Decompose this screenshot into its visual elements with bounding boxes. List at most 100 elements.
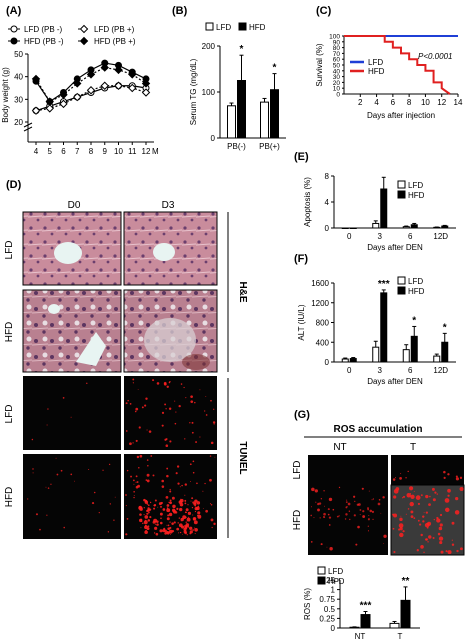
signal-dot bbox=[422, 520, 425, 523]
signal-dot bbox=[346, 505, 348, 507]
signal-dot bbox=[317, 502, 320, 506]
signal-dot bbox=[455, 475, 458, 478]
signal-dot bbox=[146, 508, 150, 512]
chart-a-point-3-6 bbox=[114, 65, 123, 75]
chart-a-series-line-2 bbox=[35, 85, 147, 112]
signal-dot bbox=[371, 499, 373, 501]
signal-dot bbox=[167, 524, 170, 527]
signal-dot bbox=[171, 496, 175, 500]
chart-c-ytick-label-4: 40 bbox=[333, 68, 341, 75]
signal-dot bbox=[416, 549, 419, 552]
signal-dot bbox=[193, 502, 197, 506]
signal-dot bbox=[181, 484, 183, 487]
signal-dot bbox=[32, 468, 34, 470]
signal-dot bbox=[326, 546, 328, 548]
signal-dot bbox=[126, 518, 129, 520]
signal-dot bbox=[192, 471, 195, 474]
signal-dot bbox=[143, 498, 146, 502]
signal-dot bbox=[138, 426, 141, 429]
chart-f-ytick-label-4: 1600 bbox=[311, 279, 329, 288]
signal-dot bbox=[160, 517, 162, 520]
signal-dot bbox=[107, 531, 110, 533]
signal-dot bbox=[143, 520, 148, 525]
signal-dot bbox=[210, 518, 214, 522]
signal-dot bbox=[320, 498, 323, 500]
signal-dot bbox=[146, 512, 149, 515]
signal-dot bbox=[359, 509, 362, 511]
signal-dot bbox=[189, 422, 191, 424]
signal-dot bbox=[210, 441, 214, 445]
chart-c-xtick-label-5: 12 bbox=[437, 98, 446, 107]
signal-dot bbox=[169, 488, 171, 491]
signal-dot bbox=[210, 503, 213, 506]
signal-dot bbox=[152, 379, 155, 382]
signal-dot bbox=[423, 551, 425, 554]
signal-dot bbox=[166, 508, 171, 513]
signal-dot bbox=[214, 456, 216, 458]
signal-dot bbox=[130, 475, 132, 478]
chart-b-legend-swatch-hfd bbox=[238, 22, 247, 31]
chart-a-legend-marker-2 bbox=[79, 24, 89, 34]
chart-a-x-axis-label: M bbox=[152, 147, 159, 156]
d-row-label-lfd-tunel: LFD bbox=[4, 405, 15, 424]
chart-g-significance-1: ** bbox=[402, 576, 410, 587]
chart-e-x-axis-label: Days after DEN bbox=[367, 243, 423, 252]
chart-a-point-2-7 bbox=[128, 83, 137, 93]
signal-dot bbox=[56, 473, 59, 476]
signal-dot bbox=[345, 506, 348, 509]
signal-dot bbox=[192, 514, 194, 516]
signal-dot bbox=[393, 550, 396, 554]
signal-dot bbox=[191, 506, 194, 509]
signal-dot bbox=[147, 519, 151, 522]
signal-dot bbox=[323, 490, 325, 492]
signal-dot bbox=[447, 488, 451, 493]
signal-dot bbox=[439, 513, 443, 517]
signal-dot bbox=[407, 470, 409, 473]
chart-a-point-2-6 bbox=[114, 81, 123, 90]
chart-a-xtick-label-1: 5 bbox=[48, 147, 53, 156]
he-hfd-d3-lesion bbox=[144, 318, 196, 362]
signal-dot bbox=[319, 517, 321, 519]
signal-dot bbox=[146, 479, 150, 483]
chart-a-y-axis-label: Body weight (g) bbox=[1, 67, 10, 123]
signal-dot bbox=[184, 502, 187, 505]
signal-dot bbox=[168, 529, 173, 534]
signal-dot bbox=[170, 534, 171, 536]
signal-dot bbox=[125, 430, 128, 432]
chart-g-significance-0: *** bbox=[360, 600, 372, 611]
signal-dot bbox=[354, 500, 356, 503]
signal-dot bbox=[165, 495, 169, 499]
chart-a-legend-label-1: HFD (PB -) bbox=[24, 37, 64, 46]
signal-dot bbox=[199, 389, 201, 391]
signal-dot bbox=[345, 501, 348, 503]
signal-dot bbox=[132, 382, 134, 384]
signal-dot bbox=[153, 504, 155, 506]
signal-dot bbox=[153, 532, 156, 534]
signal-dot bbox=[405, 513, 407, 515]
signal-dot bbox=[399, 517, 403, 522]
signal-dot bbox=[174, 422, 177, 425]
signal-dot bbox=[192, 460, 195, 463]
signal-dot bbox=[132, 479, 135, 482]
chart-c-x-axis-label: Days after injection bbox=[367, 111, 435, 120]
ros-signal-dots bbox=[310, 470, 464, 555]
chart-b-y-axis-label: Serum TG (mg/dL) bbox=[189, 58, 198, 125]
signal-dot bbox=[169, 521, 171, 523]
signal-dot bbox=[177, 482, 180, 485]
signal-dot bbox=[186, 517, 191, 522]
signal-dot bbox=[205, 396, 207, 397]
signal-dot bbox=[166, 517, 170, 521]
chart-a-legend-label-3: HFD (PB +) bbox=[94, 37, 136, 46]
signal-dot bbox=[440, 550, 444, 554]
chart-a-point-3-0 bbox=[31, 74, 41, 84]
signal-dot bbox=[129, 442, 132, 446]
chart-a-point-2-0 bbox=[31, 106, 41, 115]
signal-dot bbox=[432, 498, 436, 502]
signal-dot bbox=[178, 517, 181, 519]
signal-dot bbox=[127, 399, 129, 402]
signal-dot bbox=[133, 490, 135, 493]
signal-dot bbox=[402, 530, 405, 533]
signal-dot bbox=[380, 512, 382, 514]
chart-a-point-2-1 bbox=[45, 104, 54, 113]
